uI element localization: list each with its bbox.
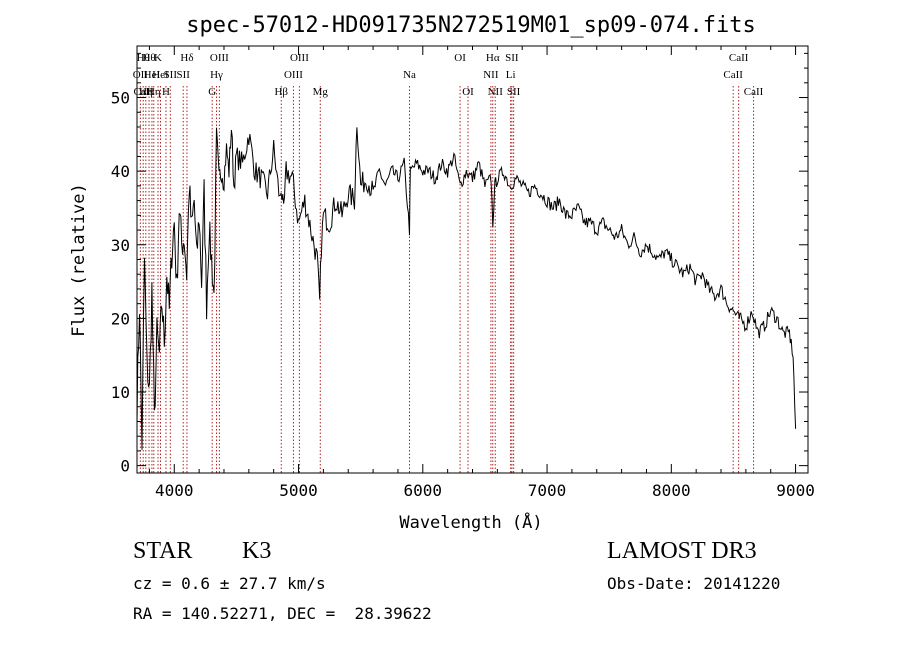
line-marker-label: HeI <box>152 69 169 81</box>
line-marker-label: CaII <box>729 52 749 64</box>
line-marker-label: Hη <box>147 86 161 98</box>
line-marker-label: SII <box>505 52 519 64</box>
survey-name: LAMOST DR3 <box>607 538 757 564</box>
line-marker-label: Hδ <box>180 52 193 64</box>
line-marker-label: OI <box>462 86 474 98</box>
line-marker-label: G <box>208 86 216 98</box>
line-marker-label: OII <box>133 69 149 81</box>
line-marker-label: Mg <box>313 86 329 98</box>
line-marker-label: Hη <box>139 86 153 98</box>
spectrum-series-line <box>136 127 797 450</box>
x-tick-label: 4000 <box>155 481 194 500</box>
line-marker-label: SII <box>164 69 178 81</box>
y-tick-label: 20 <box>111 309 130 328</box>
line-marker-label: OIII <box>284 69 303 81</box>
plot-frame <box>136 45 809 474</box>
y-tick-label: 10 <box>111 383 130 402</box>
x-tick-label: 5000 <box>279 481 318 500</box>
x-tick-label: 6000 <box>404 481 443 500</box>
y-tick-label: 0 <box>120 457 130 476</box>
line-marker-label: Hα <box>486 52 500 64</box>
line-marker-label: Na <box>403 69 416 81</box>
object-type: STAR <box>133 538 193 564</box>
sky-coordinates: RA = 140.52271, DEC = 28.39622 <box>133 604 432 623</box>
y-tick-label: 40 <box>111 162 130 181</box>
line-marker-label: CaII <box>133 86 153 98</box>
observation-date: Obs-Date: 20141220 <box>607 574 781 593</box>
line-marker-label: Hγ <box>210 69 223 81</box>
line-marker-label: HeI <box>144 69 161 81</box>
line-marker-label: Li <box>506 69 516 81</box>
line-marker-label: OIII <box>290 52 309 64</box>
x-axis-label: Wavelength (Å) <box>399 511 542 533</box>
line-marker-label: K <box>154 52 162 64</box>
line-marker-label: Hθ <box>137 52 150 64</box>
line-marker-label: NII <box>488 86 504 98</box>
y-tick-label: 50 <box>111 89 130 108</box>
spectral-subclass: K3 <box>242 538 272 564</box>
line-marker-label: Hθ <box>142 52 155 64</box>
line-marker-label: OI <box>454 52 466 64</box>
x-tick-label: 9000 <box>776 481 815 500</box>
redshift-value: cz = 0.6 ± 27.7 km/s <box>133 574 326 593</box>
y-axis-label: Flux (relative) <box>69 183 89 337</box>
x-tick-label: 8000 <box>652 481 691 500</box>
x-tick-label: 7000 <box>528 481 567 500</box>
line-marker-label: SII <box>507 86 521 98</box>
axis-ticks: 4000 5000 6000 7000 8000 9000 0 10 20 30 40 50 <box>111 46 815 500</box>
chart-title: spec-57012-HD091735N272519M01_sp09-074.f… <box>186 13 756 38</box>
line-marker-label: H <box>162 86 170 98</box>
line-marker-label: OIII <box>210 52 229 64</box>
line-marker-label: NII <box>483 69 499 81</box>
line-marker-label: CaII <box>723 69 743 81</box>
spectrum-chart: spec-57012-HD091735N272519M01_sp09-074.f… <box>69 13 815 533</box>
line-marker-label: CaII <box>744 86 764 98</box>
y-tick-label: 30 <box>111 236 130 255</box>
line-marker-label: SII <box>176 69 190 81</box>
line-marker-label: Hβ <box>274 86 288 98</box>
